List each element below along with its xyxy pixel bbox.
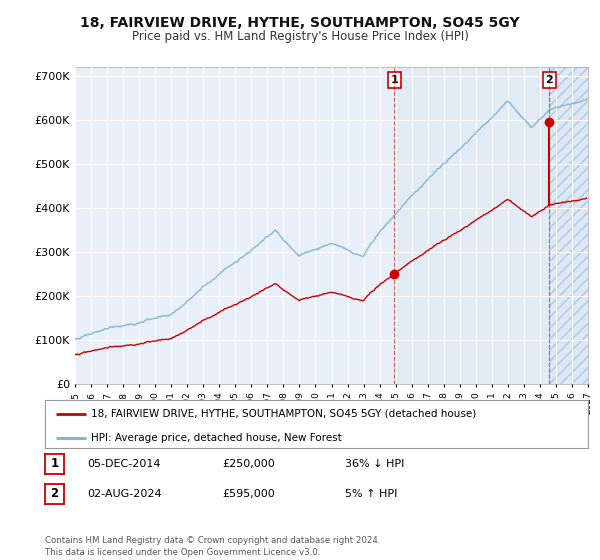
- Text: 1: 1: [50, 457, 59, 470]
- Bar: [394, 67, 549, 384]
- Text: 05-DEC-2014: 05-DEC-2014: [87, 459, 161, 469]
- Text: 02-AUG-2024: 02-AUG-2024: [87, 489, 161, 499]
- Text: 18, FAIRVIEW DRIVE, HYTHE, SOUTHAMPTON, SO45 5GY: 18, FAIRVIEW DRIVE, HYTHE, SOUTHAMPTON, …: [80, 16, 520, 30]
- Text: 5% ↑ HPI: 5% ↑ HPI: [345, 489, 397, 499]
- Text: 36% ↓ HPI: 36% ↓ HPI: [345, 459, 404, 469]
- Text: 2: 2: [545, 75, 553, 85]
- Text: 1: 1: [391, 75, 398, 85]
- Bar: [549, 67, 588, 384]
- Text: £595,000: £595,000: [222, 489, 275, 499]
- Text: Contains HM Land Registry data © Crown copyright and database right 2024.
This d: Contains HM Land Registry data © Crown c…: [45, 536, 380, 557]
- Text: HPI: Average price, detached house, New Forest: HPI: Average price, detached house, New …: [91, 432, 342, 442]
- Text: 18, FAIRVIEW DRIVE, HYTHE, SOUTHAMPTON, SO45 5GY (detached house): 18, FAIRVIEW DRIVE, HYTHE, SOUTHAMPTON, …: [91, 409, 476, 419]
- Text: 2: 2: [50, 487, 59, 501]
- Text: Price paid vs. HM Land Registry's House Price Index (HPI): Price paid vs. HM Land Registry's House …: [131, 30, 469, 43]
- Text: £250,000: £250,000: [222, 459, 275, 469]
